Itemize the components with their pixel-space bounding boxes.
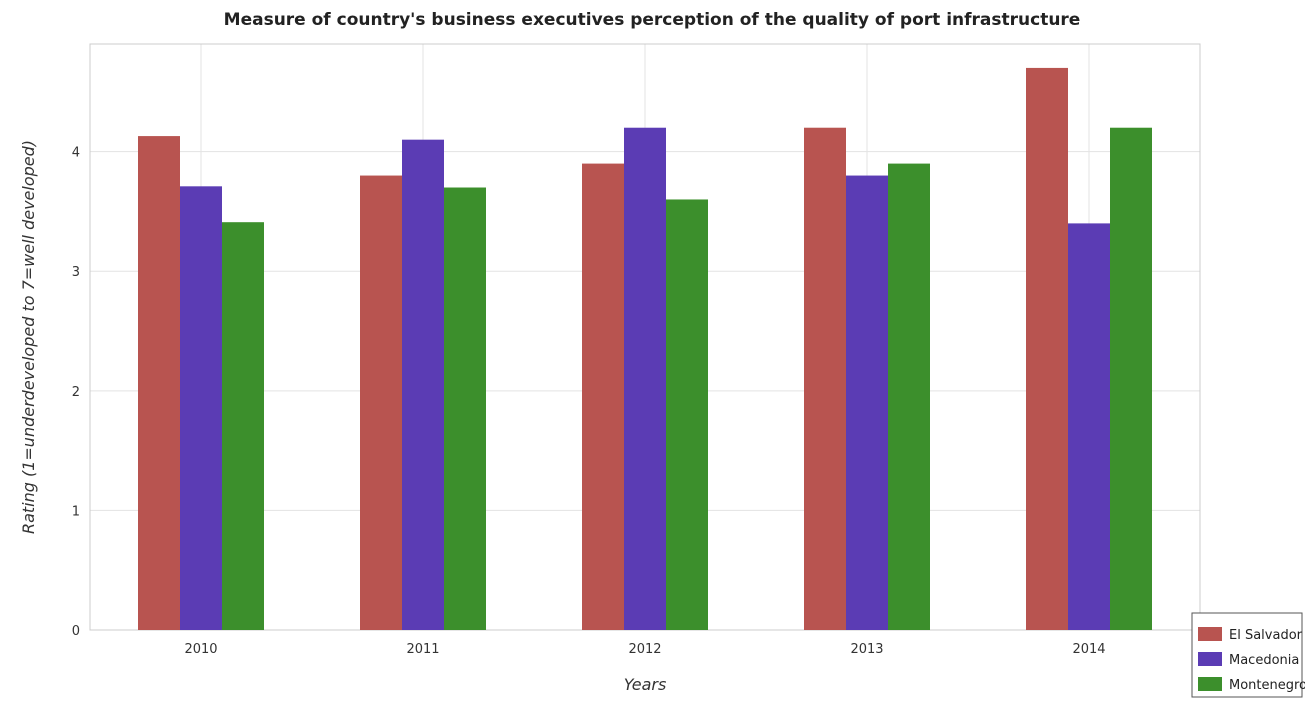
bar-macedonia-2012 (624, 127, 666, 630)
y-tick-label: 4 (72, 146, 80, 161)
x-tick-label: 2014 (1072, 642, 1105, 657)
legend-swatch (1198, 677, 1222, 691)
chart-title: Measure of country's business executives… (224, 10, 1081, 30)
legend-swatch (1198, 652, 1222, 666)
bar-el-salvador-2012 (582, 163, 624, 630)
y-tick-label: 1 (72, 504, 80, 519)
bar-montenegro-2010 (222, 222, 264, 630)
bars (138, 67, 1152, 631)
y-axis-label: Rating (1=underdeveloped to 7=well devel… (19, 140, 38, 534)
y-tick-label: 2 (72, 385, 80, 400)
x-tick-label: 2010 (184, 642, 217, 657)
bar-el-salvador-2010 (138, 136, 180, 631)
bar-el-salvador-2011 (360, 175, 402, 630)
legend-label: Montenegro (1229, 678, 1305, 693)
y-tick-label: 3 (72, 265, 80, 280)
x-axis-label: Years (624, 675, 667, 694)
bar-el-salvador-2014 (1026, 67, 1068, 631)
legend: El Salvador Macedonia Montenegro (1191, 612, 1305, 698)
legend-swatch (1198, 627, 1222, 641)
bar-macedonia-2011 (402, 139, 444, 630)
y-tick-label: 0 (72, 624, 80, 639)
axes: 0 1 2 3 4 2010 2011 2012 2013 2014 (72, 146, 1106, 657)
bar-macedonia-2014 (1068, 223, 1110, 630)
x-tick-label: 2013 (850, 642, 883, 657)
bar-montenegro-2012 (666, 199, 708, 630)
x-tick-label: 2012 (628, 642, 661, 657)
legend-label: El Salvador (1229, 628, 1303, 643)
x-tick-label: 2011 (406, 642, 439, 657)
bar-el-salvador-2013 (804, 127, 846, 630)
bar-macedonia-2013 (846, 175, 888, 630)
bar-montenegro-2011 (444, 187, 486, 631)
bar-montenegro-2013 (888, 163, 930, 630)
legend-label: Macedonia (1229, 653, 1299, 668)
bar-macedonia-2010 (180, 186, 222, 631)
bar-montenegro-2014 (1110, 127, 1152, 630)
